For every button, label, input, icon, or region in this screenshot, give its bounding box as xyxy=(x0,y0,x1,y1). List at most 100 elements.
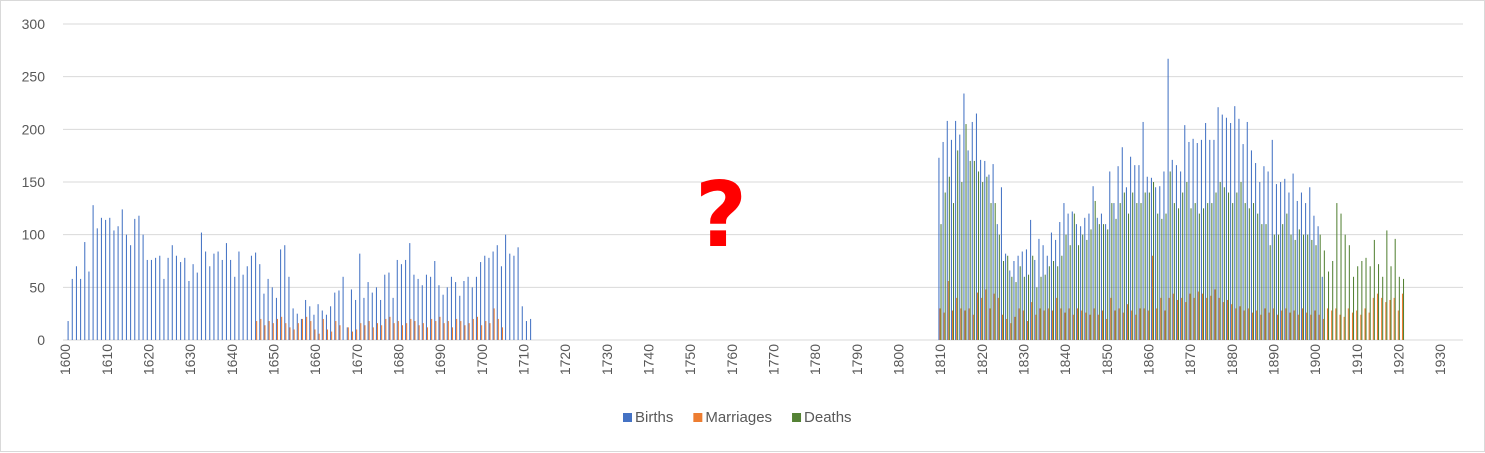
bar-births-1673 xyxy=(367,282,369,340)
grid-lines xyxy=(63,23,1463,341)
bar-births-1658 xyxy=(305,299,307,340)
bar-births-1694 xyxy=(455,282,457,340)
bar-marriages-1895 xyxy=(1293,310,1295,340)
x-tick-label: 1670 xyxy=(349,344,365,375)
bar-marriages-1812 xyxy=(947,281,949,340)
bar-marriages-1843 xyxy=(1076,308,1078,340)
bar-marriages-1647 xyxy=(260,318,262,340)
legend-label-marriages: Marriages xyxy=(705,409,772,426)
bar-marriages-1876 xyxy=(1214,289,1216,340)
bar-deaths-1824 xyxy=(998,234,1000,340)
bar-deaths-1873 xyxy=(1203,208,1205,340)
bar-deaths-1875 xyxy=(1211,203,1213,340)
bar-marriages-1814 xyxy=(956,297,958,340)
bar-births-1661 xyxy=(317,304,319,340)
bar-births-1654 xyxy=(288,276,290,340)
bar-births-1887 xyxy=(1259,182,1261,340)
bar-marriages-1908 xyxy=(1347,308,1349,340)
bar-births-1641 xyxy=(234,276,236,340)
bar-births-1692 xyxy=(446,287,448,340)
bar-marriages-1872 xyxy=(1197,291,1199,340)
bar-births-1889 xyxy=(1267,171,1269,340)
x-tick-label: 1630 xyxy=(182,344,198,375)
bar-marriages-1916 xyxy=(1381,297,1383,340)
bar-deaths-1848 xyxy=(1098,224,1100,340)
bar-births-1876 xyxy=(1213,139,1215,340)
bar-marriages-1668 xyxy=(347,327,349,340)
bar-deaths-1884 xyxy=(1248,208,1250,340)
bar-births-1648 xyxy=(263,293,265,340)
x-tick-label: 1760 xyxy=(724,344,740,375)
x-tick-label: 1810 xyxy=(932,344,948,375)
bar-deaths-1815 xyxy=(961,182,963,340)
bar-marriages-1900 xyxy=(1314,310,1316,340)
bar-deaths-1872 xyxy=(1198,213,1200,340)
bar-births-1837 xyxy=(1050,232,1052,340)
bar-births-1878 xyxy=(1221,114,1223,340)
bar-deaths-1834 xyxy=(1040,276,1042,340)
y-tick-label: 250 xyxy=(22,69,46,85)
bar-deaths-1869 xyxy=(1186,182,1188,340)
bar-births-1683 xyxy=(409,243,411,340)
bar-births-1874 xyxy=(1205,123,1207,340)
bar-marriages-1822 xyxy=(989,308,991,340)
bar-marriages-1680 xyxy=(397,321,399,340)
bar-marriages-1865 xyxy=(1168,297,1170,340)
bar-deaths-1895 xyxy=(1294,239,1296,340)
bar-births-1657 xyxy=(300,318,302,340)
bar-marriages-1847 xyxy=(1093,308,1095,340)
bar-deaths-1904 xyxy=(1332,261,1334,340)
legend-swatch-deaths xyxy=(792,413,802,422)
bar-births-1867 xyxy=(1175,165,1177,340)
bar-births-1897 xyxy=(1300,192,1302,340)
bar-births-1705 xyxy=(500,266,502,340)
x-tick-label: 1900 xyxy=(1307,344,1323,375)
bar-births-1861 xyxy=(1150,177,1152,340)
bar-births-1865 xyxy=(1167,58,1169,340)
bar-marriages-1652 xyxy=(281,316,283,340)
bar-births-1615 xyxy=(125,234,127,340)
bar-births-1842 xyxy=(1071,211,1073,340)
x-tick-label: 1930 xyxy=(1432,344,1448,375)
bar-deaths-1905 xyxy=(1336,203,1338,340)
bar-marriages-1673 xyxy=(368,321,370,340)
bar-deaths-1874 xyxy=(1207,203,1209,340)
bar-births-1866 xyxy=(1171,159,1173,340)
bar-marriages-1854 xyxy=(1122,312,1124,340)
x-tick-label: 1910 xyxy=(1349,344,1365,375)
bar-marriages-1852 xyxy=(1114,310,1116,340)
legend-swatch-marriages xyxy=(693,413,703,422)
bar-births-1679 xyxy=(392,297,394,340)
bar-marriages-1666 xyxy=(339,325,341,340)
bar-marriages-1867 xyxy=(1176,299,1178,340)
bar-births-1690 xyxy=(438,285,440,340)
bar-deaths-1880 xyxy=(1232,203,1234,340)
bar-births-1814 xyxy=(955,120,957,340)
bar-marriages-1907 xyxy=(1343,316,1345,340)
bar-marriages-1810 xyxy=(939,308,941,340)
bar-marriages-1702 xyxy=(489,323,491,340)
bar-marriages-1694 xyxy=(456,318,458,340)
bar-marriages-1655 xyxy=(293,329,295,340)
bar-births-1678 xyxy=(388,272,390,340)
bar-marriages-1832 xyxy=(1031,302,1033,340)
bar-marriages-1885 xyxy=(1251,312,1253,340)
bar-marriages-1827 xyxy=(1010,323,1012,340)
bar-marriages-1824 xyxy=(997,297,999,340)
bar-deaths-1882 xyxy=(1240,182,1242,340)
bar-marriages-1909 xyxy=(1351,312,1353,340)
bar-births-1626 xyxy=(171,245,173,340)
x-tick-label: 1750 xyxy=(682,344,698,375)
bar-marriages-1917 xyxy=(1385,302,1387,340)
bar-births-1677 xyxy=(384,274,386,340)
bar-marriages-1692 xyxy=(447,321,449,340)
bar-births-1629 xyxy=(184,257,186,340)
bar-births-1870 xyxy=(1188,141,1190,340)
bar-births-1872 xyxy=(1196,143,1198,340)
bar-marriages-1697 xyxy=(468,323,470,340)
bar-births-1619 xyxy=(142,234,144,340)
bar-births-1634 xyxy=(205,251,207,340)
bar-births-1898 xyxy=(1305,203,1307,340)
bar-births-1860 xyxy=(1146,176,1148,340)
bar-deaths-1921 xyxy=(1403,278,1405,340)
